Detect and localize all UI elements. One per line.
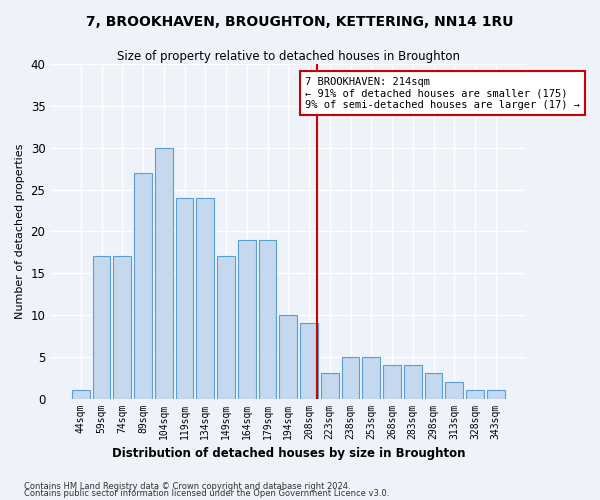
Bar — [300, 324, 318, 398]
Bar — [466, 390, 484, 398]
Bar — [72, 390, 89, 398]
Bar — [321, 374, 338, 398]
Bar — [259, 240, 277, 398]
Bar — [383, 365, 401, 398]
Bar — [487, 390, 505, 398]
Y-axis label: Number of detached properties: Number of detached properties — [15, 144, 25, 319]
X-axis label: Distribution of detached houses by size in Broughton: Distribution of detached houses by size … — [112, 447, 465, 460]
Bar — [92, 256, 110, 398]
Bar — [217, 256, 235, 398]
Bar — [155, 148, 173, 399]
Bar — [196, 198, 214, 398]
Text: Contains HM Land Registry data © Crown copyright and database right 2024.: Contains HM Land Registry data © Crown c… — [24, 482, 350, 491]
Text: 7 BROOKHAVEN: 214sqm
← 91% of detached houses are smaller (175)
9% of semi-detac: 7 BROOKHAVEN: 214sqm ← 91% of detached h… — [305, 76, 580, 110]
Bar — [425, 374, 442, 398]
Bar — [342, 357, 359, 399]
Text: Contains public sector information licensed under the Open Government Licence v3: Contains public sector information licen… — [24, 489, 389, 498]
Bar — [238, 240, 256, 398]
Title: Size of property relative to detached houses in Broughton: Size of property relative to detached ho… — [117, 50, 460, 63]
Bar — [176, 198, 193, 398]
Bar — [134, 173, 152, 398]
Text: 7, BROOKHAVEN, BROUGHTON, KETTERING, NN14 1RU: 7, BROOKHAVEN, BROUGHTON, KETTERING, NN1… — [86, 15, 514, 29]
Bar — [113, 256, 131, 398]
Bar — [362, 357, 380, 399]
Bar — [445, 382, 463, 398]
Bar — [404, 365, 422, 398]
Bar — [280, 315, 297, 398]
